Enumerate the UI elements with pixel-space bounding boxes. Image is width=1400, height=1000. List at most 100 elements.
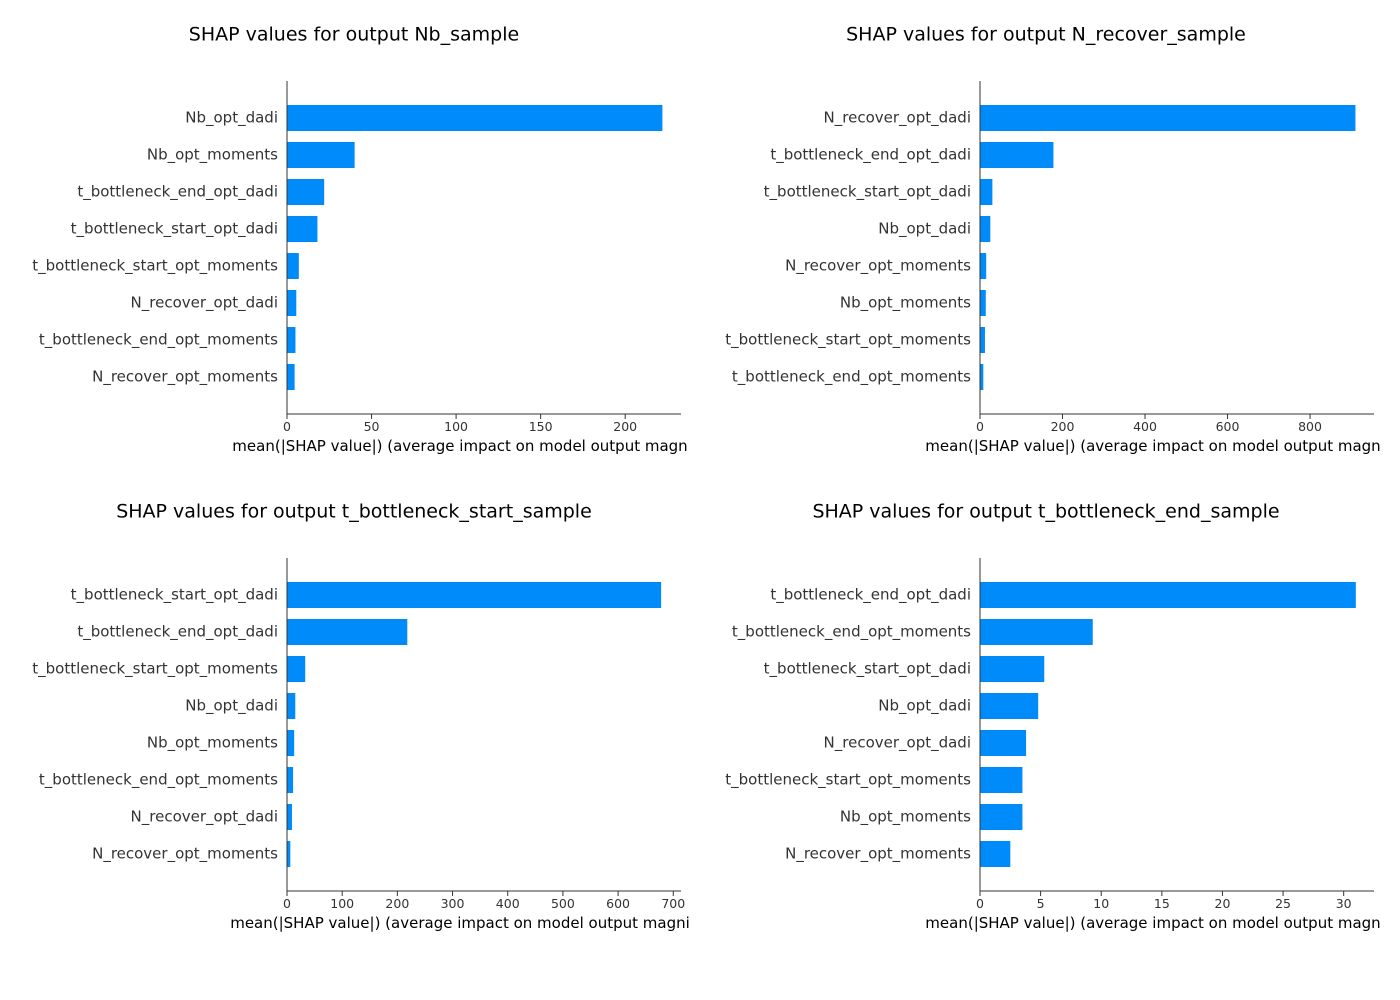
bar-t_bottleneck_end_opt_moments <box>287 767 294 793</box>
bar-Nb_opt_moments <box>980 290 986 316</box>
bar-Nb_opt_dadi <box>980 216 991 242</box>
x-tick-label: 100 <box>444 419 468 434</box>
chart-panel-4: SHAP values for output t_bottleneck_end_… <box>725 501 1380 933</box>
feature-label: t_bottleneck_start_opt_dadi <box>71 586 278 605</box>
feature-label: Nb_opt_dadi <box>878 697 971 716</box>
x-tick-label: 30 <box>1336 896 1352 911</box>
x-tick-label: 300 <box>441 896 465 911</box>
bar-N_recover_opt_moments <box>980 841 1011 867</box>
chart-title: SHAP values for output t_bottleneck_end_… <box>812 501 1279 523</box>
x-tick-label: 400 <box>1133 419 1157 434</box>
feature-label: N_recover_opt_moments <box>785 257 971 276</box>
feature-label: N_recover_opt_dadi <box>131 294 278 313</box>
bar-t_bottleneck_start_opt_dadi <box>287 216 318 242</box>
feature-label: Nb_opt_dadi <box>878 220 971 239</box>
feature-label: t_bottleneck_end_opt_dadi <box>77 183 278 202</box>
x-tick-label: 500 <box>551 896 575 911</box>
x-tick-label: 200 <box>613 419 637 434</box>
x-axis-label: mean(|SHAP value|) (average impact on mo… <box>230 914 690 932</box>
feature-label: t_bottleneck_end_opt_dadi <box>770 586 971 605</box>
feature-label: t_bottleneck_end_opt_moments <box>732 368 971 387</box>
feature-label: t_bottleneck_end_opt_moments <box>39 331 278 350</box>
bar-t_bottleneck_end_opt_dadi <box>980 142 1054 168</box>
feature-label: N_recover_opt_dadi <box>131 808 278 827</box>
bar-t_bottleneck_start_opt_moments <box>980 767 1023 793</box>
x-axis-label: mean(|SHAP value|) (average impact on mo… <box>925 437 1380 455</box>
bar-Nb_opt_dadi <box>287 693 296 719</box>
x-tick-label: 0 <box>976 419 984 434</box>
feature-label: t_bottleneck_start_opt_moments <box>32 660 278 679</box>
x-tick-label: 200 <box>1051 419 1075 434</box>
chart-panel-2: SHAP values for output N_recover_sample N… <box>725 24 1380 456</box>
bar-Nb_opt_dadi <box>980 693 1039 719</box>
x-tick-label: 10 <box>1093 896 1109 911</box>
feature-label: N_recover_opt_dadi <box>824 734 971 753</box>
bar-N_recover_opt_dadi <box>287 804 292 830</box>
feature-label: t_bottleneck_start_opt_dadi <box>71 220 278 239</box>
feature-label: N_recover_opt_moments <box>92 845 278 864</box>
bar-N_recover_opt_dadi <box>287 290 297 316</box>
feature-label: Nb_opt_dadi <box>185 697 278 716</box>
feature-label: t_bottleneck_start_opt_moments <box>725 771 971 790</box>
x-tick-label: 100 <box>330 896 354 911</box>
bar-N_recover_opt_moments <box>980 253 987 279</box>
feature-label: Nb_opt_dadi <box>185 109 278 128</box>
x-tick-label: 0 <box>976 896 984 911</box>
feature-label: N_recover_opt_moments <box>92 368 278 387</box>
bar-t_bottleneck_end_opt_dadi <box>980 582 1356 608</box>
x-tick-label: 800 <box>1298 419 1322 434</box>
bar-t_bottleneck_end_opt_moments <box>980 619 1093 645</box>
x-tick-label: 25 <box>1275 896 1291 911</box>
bar-N_recover_opt_dadi <box>980 730 1027 756</box>
x-axis-label: mean(|SHAP value|) (average impact on mo… <box>925 914 1380 932</box>
feature-label: t_bottleneck_start_opt_moments <box>32 257 278 276</box>
chart-panel-1: SHAP values for output Nb_sample Nb_opt_d… <box>32 24 687 456</box>
x-tick-label: 50 <box>364 419 380 434</box>
x-tick-label: 600 <box>1216 419 1240 434</box>
bar-t_bottleneck_start_opt_moments <box>287 253 299 279</box>
feature-label: t_bottleneck_end_opt_moments <box>39 771 278 790</box>
x-tick-label: 400 <box>496 896 520 911</box>
bar-N_recover_opt_moments <box>287 364 295 390</box>
x-tick-label: 600 <box>606 896 630 911</box>
bar-t_bottleneck_end_opt_moments <box>287 327 296 353</box>
bar-Nb_opt_moments <box>980 804 1023 830</box>
feature-label: t_bottleneck_end_opt_moments <box>732 623 971 642</box>
feature-label: t_bottleneck_end_opt_dadi <box>770 146 971 165</box>
x-tick-label: 5 <box>1037 896 1045 911</box>
x-tick-label: 200 <box>385 896 409 911</box>
feature-label: t_bottleneck_start_opt_moments <box>725 331 971 350</box>
feature-label: t_bottleneck_start_opt_dadi <box>764 183 971 202</box>
bar-t_bottleneck_start_opt_dadi <box>287 582 662 608</box>
feature-label: N_recover_opt_moments <box>785 845 971 864</box>
bar-t_bottleneck_start_opt_dadi <box>980 179 993 205</box>
feature-label: Nb_opt_moments <box>147 734 278 753</box>
feature-label: N_recover_opt_dadi <box>824 109 971 128</box>
bar-t_bottleneck_end_opt_moments <box>980 364 984 390</box>
feature-label: t_bottleneck_start_opt_dadi <box>764 660 971 679</box>
bar-t_bottleneck_start_opt_dadi <box>980 656 1045 682</box>
feature-label: t_bottleneck_end_opt_dadi <box>77 623 278 642</box>
bar-Nb_opt_moments <box>287 142 355 168</box>
chart-panel-3: SHAP values for output t_bottleneck_star… <box>32 501 690 933</box>
chart-title: SHAP values for output Nb_sample <box>189 24 519 46</box>
bar-t_bottleneck_start_opt_moments <box>980 327 985 353</box>
bar-N_recover_opt_moments <box>287 841 291 867</box>
chart-title: SHAP values for output t_bottleneck_star… <box>116 501 592 523</box>
x-tick-label: 0 <box>283 419 291 434</box>
bar-N_recover_opt_dadi <box>980 105 1356 131</box>
bar-Nb_opt_dadi <box>287 105 663 131</box>
feature-label: Nb_opt_moments <box>840 808 971 827</box>
x-tick-label: 20 <box>1215 896 1231 911</box>
bar-Nb_opt_moments <box>287 730 295 756</box>
x-axis-label: mean(|SHAP value|) (average impact on mo… <box>232 437 687 455</box>
x-tick-label: 15 <box>1154 896 1170 911</box>
bar-t_bottleneck_end_opt_dadi <box>287 619 408 645</box>
x-tick-label: 700 <box>661 896 685 911</box>
chart-title: SHAP values for output N_recover_sample <box>846 24 1246 46</box>
bar-t_bottleneck_start_opt_moments <box>287 656 306 682</box>
feature-label: Nb_opt_moments <box>147 146 278 165</box>
bar-t_bottleneck_end_opt_dadi <box>287 179 325 205</box>
feature-label: Nb_opt_moments <box>840 294 971 313</box>
